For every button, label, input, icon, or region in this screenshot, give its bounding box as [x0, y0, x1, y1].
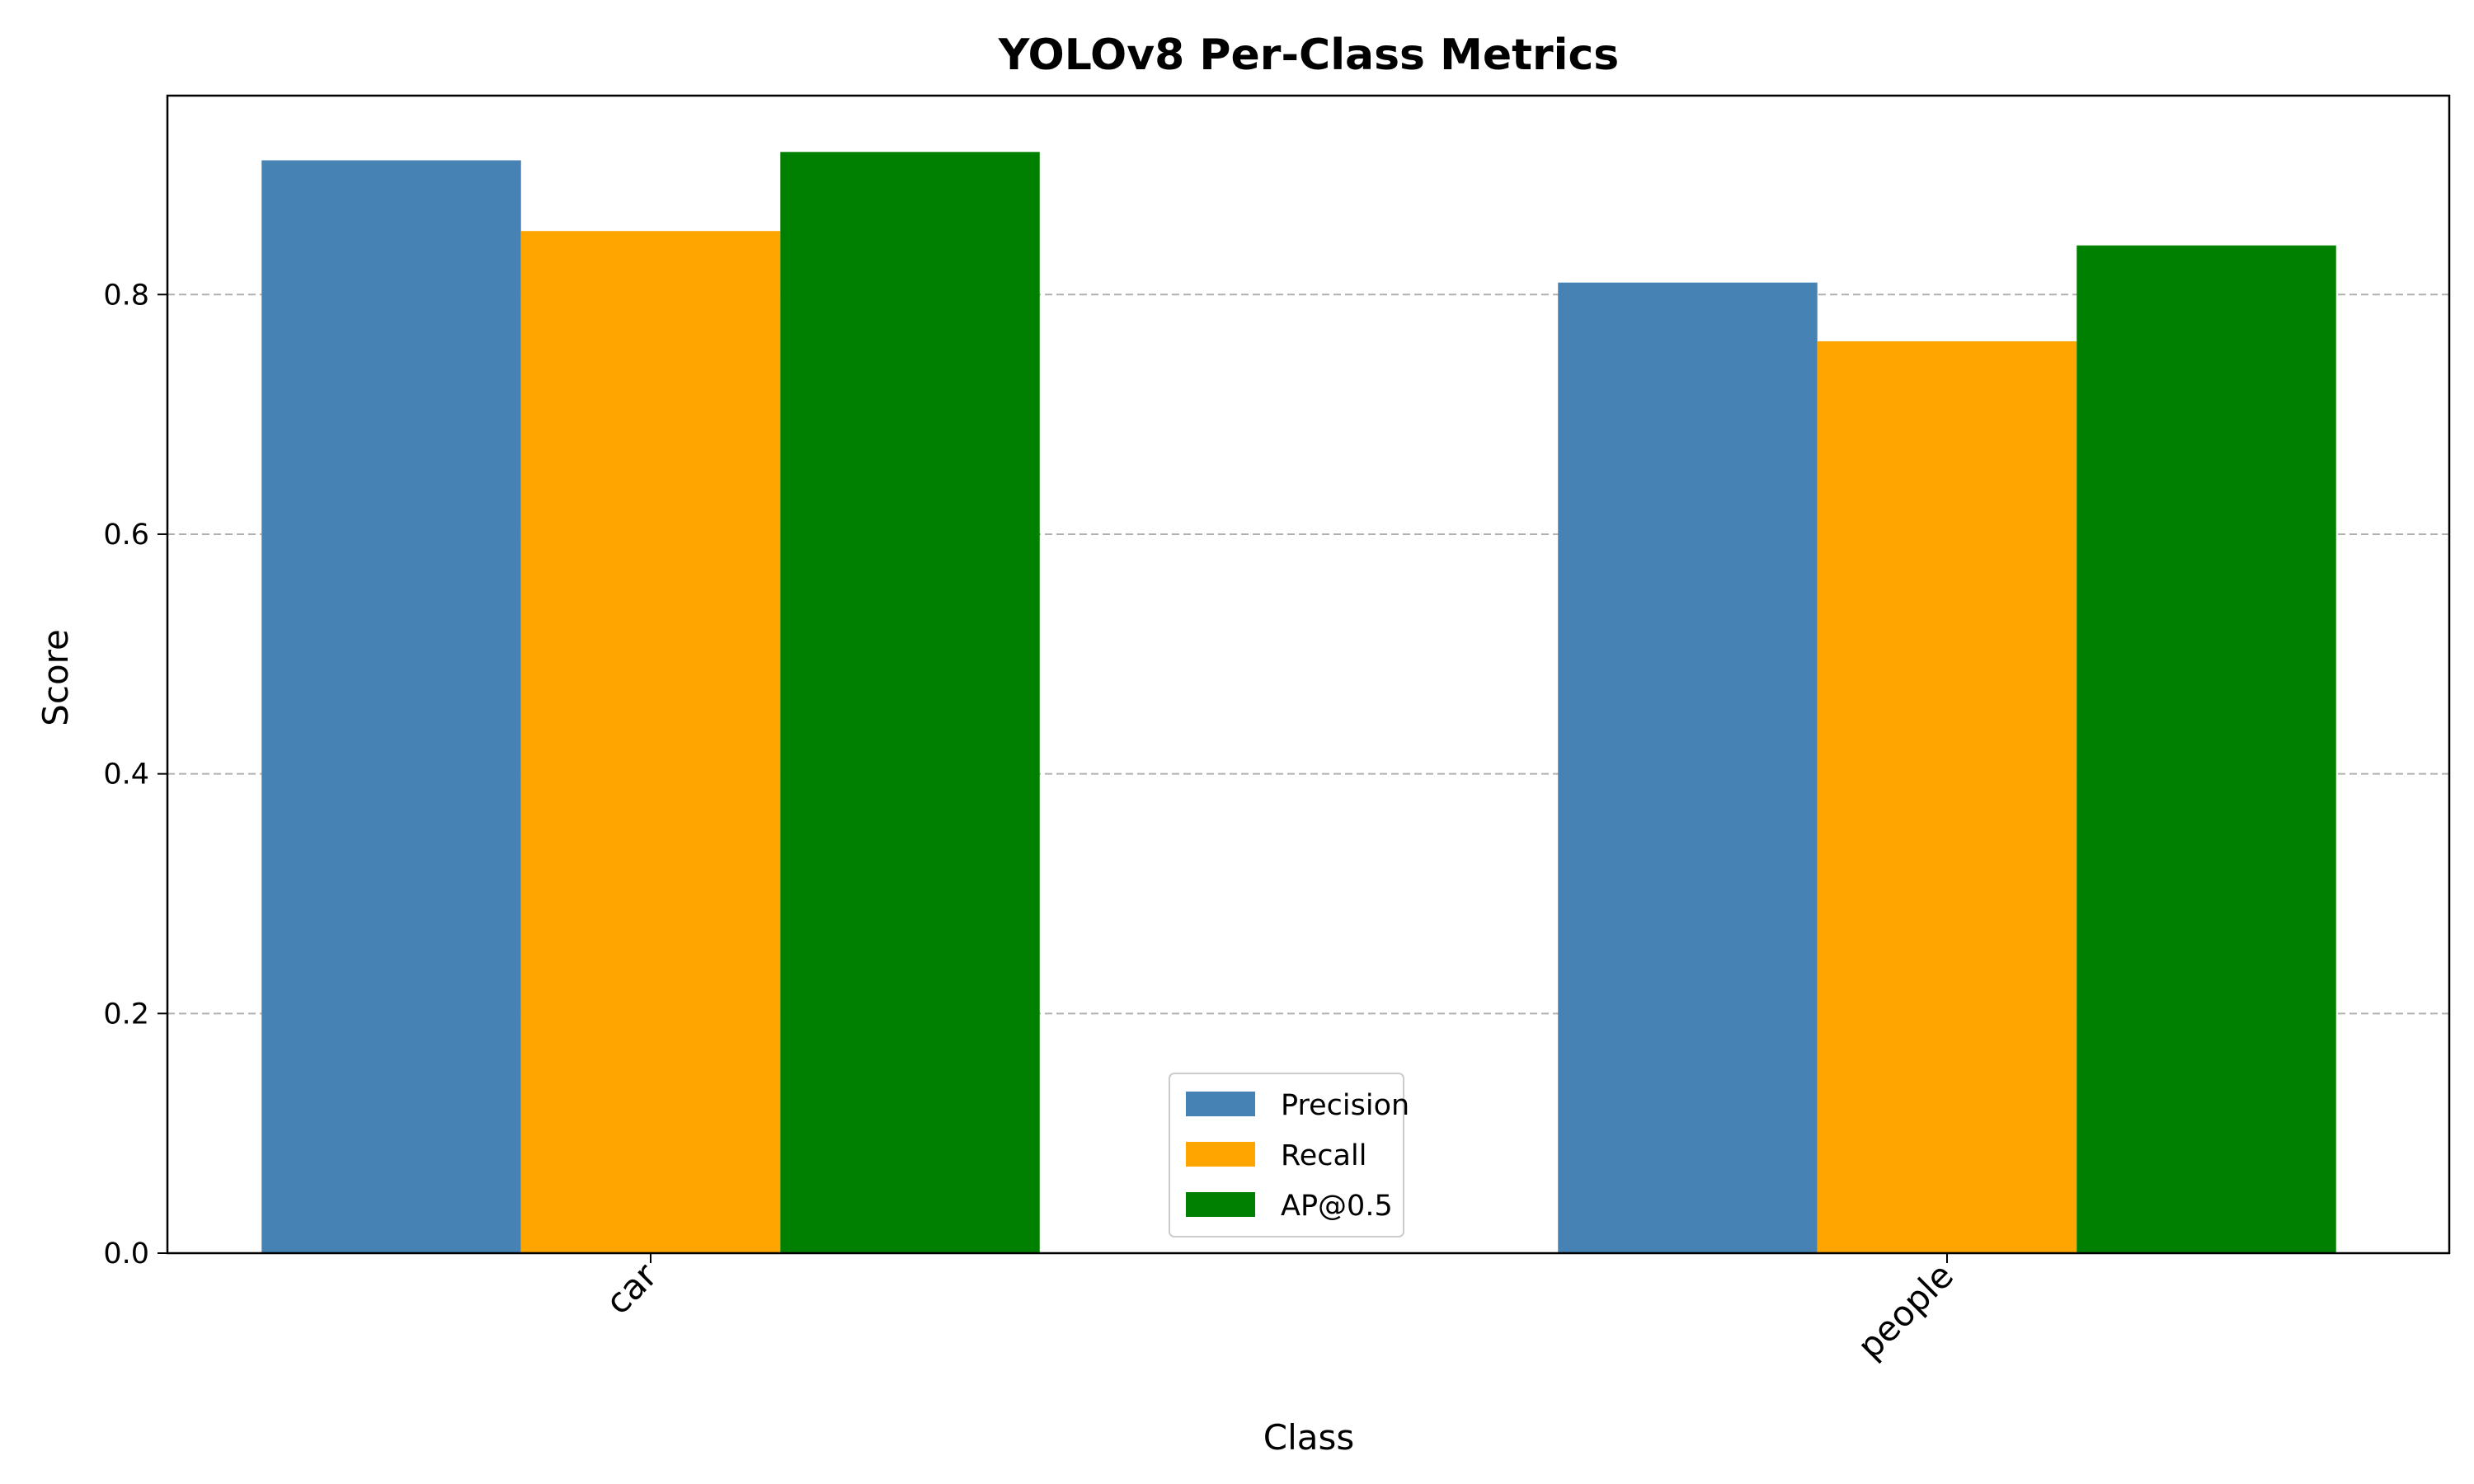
y-tick-label: 0.8 — [103, 279, 149, 312]
bar-car-precision — [261, 160, 521, 1253]
y-tick-label: 0.0 — [103, 1237, 149, 1270]
bar-people-recall — [1817, 340, 2077, 1253]
bar-people-ap-0-5 — [2077, 245, 2336, 1254]
chart-title: YOLOv8 Per-Class Metrics — [998, 31, 1619, 80]
legend-swatch — [1186, 1092, 1255, 1116]
bar-car-recall — [520, 231, 781, 1253]
plot-frame — [166, 94, 2451, 1255]
y-axis-ticks: 0.0 0.2 0.4 0.6 0.8 — [103, 279, 167, 1270]
legend-entry-label: Recall — [1281, 1139, 1366, 1172]
x-tick-label-car: car — [598, 1255, 666, 1322]
legend-entry-label: Precision — [1281, 1089, 1409, 1122]
y-tick-label: 0.4 — [103, 758, 149, 791]
bar-car-ap-0-5 — [780, 152, 1040, 1254]
x-axis-ticks: car people — [598, 1253, 1961, 1367]
x-tick-label-people: people — [1850, 1255, 1961, 1366]
bars — [261, 152, 2336, 1254]
legend-entry-label: AP@0.5 — [1281, 1190, 1393, 1223]
bar-people-precision — [1558, 282, 1818, 1253]
y-tick-label: 0.6 — [103, 519, 149, 552]
x-axis-label: Class — [1263, 1417, 1355, 1458]
legend-swatch — [1186, 1192, 1255, 1217]
legend-swatch — [1186, 1142, 1255, 1167]
y-axis-label: Score — [35, 629, 76, 726]
y-tick-label: 0.2 — [103, 998, 149, 1031]
legend: Precision Recall AP@0.5 — [1169, 1073, 1409, 1237]
